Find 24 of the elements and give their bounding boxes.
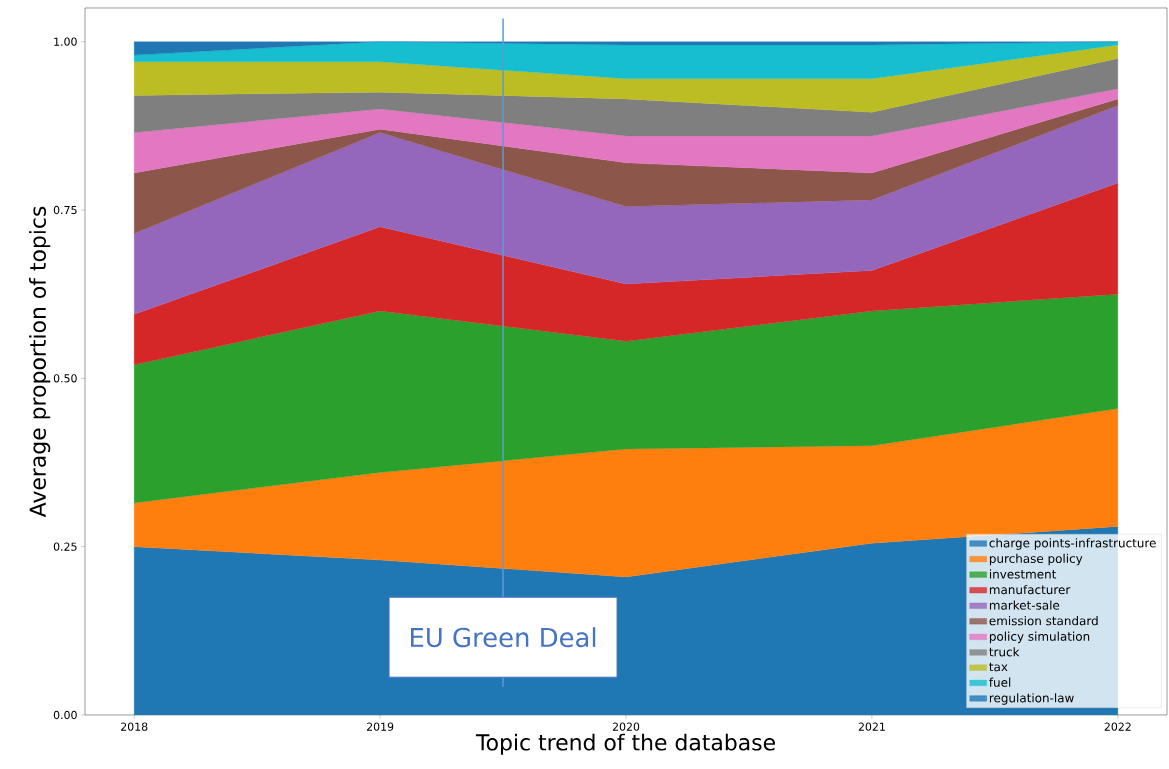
legend-label: fuel (989, 677, 1011, 687)
legend-label: emission standard (989, 616, 1098, 626)
legend-label: tax (989, 662, 1008, 672)
x-tick-label: 2020 (612, 722, 640, 731)
y-tick-label: 0.00 (53, 710, 77, 720)
x-tick-label: 2022 (1104, 722, 1131, 731)
x-tick-label: 2018 (121, 722, 148, 731)
legend-label: regulation-law (989, 693, 1074, 705)
legend-label: market-sale (989, 600, 1060, 610)
y-tick-label: 1.00 (54, 37, 77, 46)
x-axis-title: Topic trend of the database (475, 733, 775, 755)
y-tick-label: 0.50 (53, 374, 77, 383)
legend-label: manufacturer (989, 584, 1071, 595)
legend-label: policy simulation (989, 631, 1090, 644)
x-tick-label: 2019 (366, 722, 394, 731)
ref-line-label: EU Green Deal (411, 627, 596, 648)
y-axis-title: Average proportion of topics (29, 206, 51, 518)
legend-label: purchase policy (989, 553, 1083, 566)
y-tick-label: 0.25 (53, 542, 77, 551)
legend-label: investment (989, 569, 1057, 579)
y-tick-label: 0.75 (53, 205, 77, 215)
legend-label: charge points-infrastructure (989, 538, 1156, 550)
x-tick-label: 2021 (858, 722, 885, 731)
legend-label: truck (989, 647, 1020, 657)
